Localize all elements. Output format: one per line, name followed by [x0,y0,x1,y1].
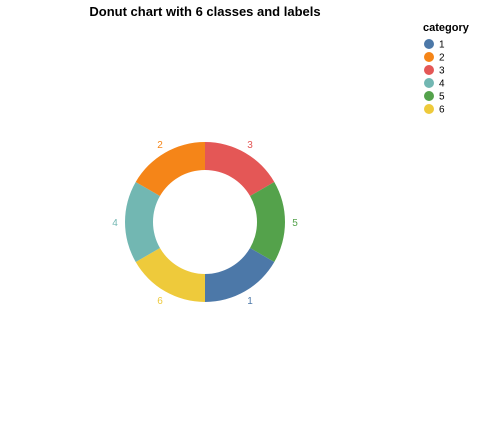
legend-swatch-6 [424,104,434,114]
legend-label-3: 3 [439,66,445,77]
legend: category 1 2 3 4 5 6 [423,22,470,116]
legend-swatch-3 [424,65,434,75]
legend-label-4: 4 [439,79,445,90]
slice-label-2: 2 [157,140,163,151]
legend-swatch-5 [424,91,434,101]
legend-label-1: 1 [439,40,445,51]
donut-slice-4 [125,182,160,262]
chart-title: Donut chart with 6 classes and labels [89,4,320,19]
slice-label-5: 5 [292,218,298,229]
legend-label-2: 2 [439,53,445,64]
legend-swatch-1 [424,39,434,49]
legend-label-6: 6 [439,105,445,116]
slice-label-6: 6 [157,296,163,307]
donut-slice-2 [135,142,205,196]
slice-labels: 3 5 1 6 4 2 [112,140,298,307]
slice-label-4: 4 [112,218,118,229]
legend-title: category [423,22,470,34]
donut-slice-3 [205,142,275,196]
slice-label-1: 1 [247,296,253,307]
legend-swatch-4 [424,78,434,88]
donut-slice-1 [205,248,275,302]
donut-slices [125,142,285,302]
donut-slice-5 [250,182,285,262]
legend-label-5: 5 [439,92,445,103]
donut-slice-6 [135,248,205,302]
legend-swatch-2 [424,52,434,62]
slice-label-3: 3 [247,140,253,151]
